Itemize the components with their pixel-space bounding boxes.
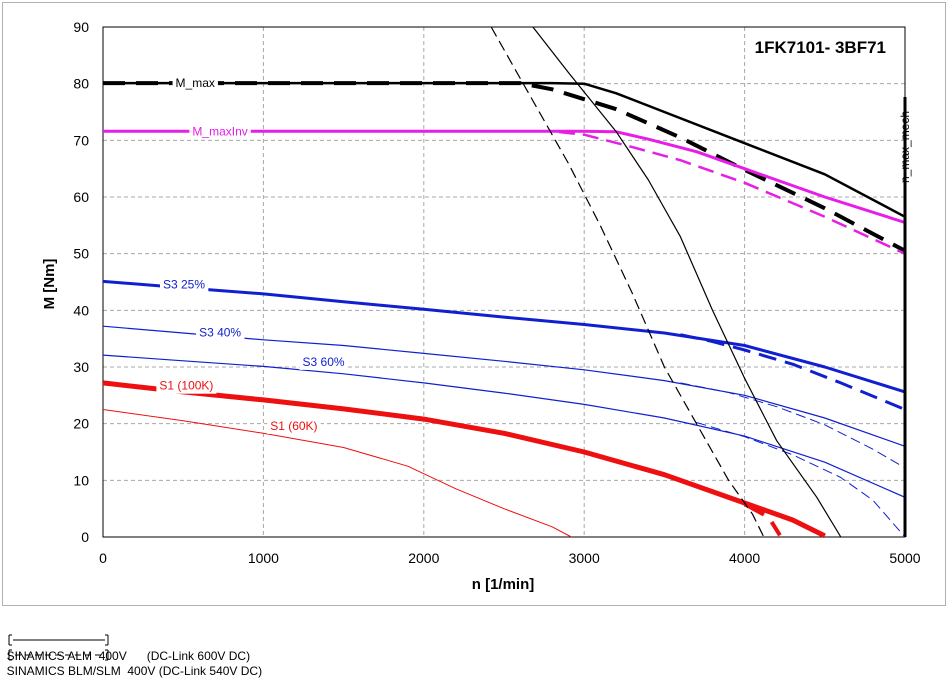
series-line-12 <box>102 409 572 538</box>
series-group <box>102 26 906 539</box>
series-line-7 <box>680 382 906 469</box>
n-max-mech-marker: n_max_mech <box>898 97 912 537</box>
y-tick-label: 0 <box>81 529 89 545</box>
series-line-9 <box>696 422 906 538</box>
series-line-8 <box>102 354 906 498</box>
series-line-5 <box>680 333 906 411</box>
legend-dashed-label: SINAMICS BLM/SLM 400V (DC-Link 540V DC) <box>6 663 263 678</box>
y-tick-label: 90 <box>73 19 89 35</box>
series-line-3 <box>103 130 906 255</box>
plot-border <box>102 26 906 538</box>
y-tick-label: 80 <box>73 76 89 92</box>
curve-label-bg <box>196 324 245 341</box>
y-tick-label: 20 <box>73 416 89 432</box>
curve-label-6: S1 (60K) <box>270 419 317 433</box>
y-tick-labels: 0 10 20 30 40 50 60 70 80 90 <box>73 19 89 545</box>
curve-label-5: S1 (100K) <box>159 379 213 393</box>
y-tick-label: 10 <box>73 472 89 488</box>
series-line-10 <box>102 380 826 539</box>
curve-label-2: S3 25% <box>163 277 205 291</box>
x-tick-label: 0 <box>99 550 107 566</box>
series-line-1 <box>103 81 906 253</box>
curve-labels: M_max M_maxInv S3 25% S3 40% S3 60% S1 (100K)… <box>156 75 348 434</box>
y-axis-title: M [Nm] <box>41 259 58 310</box>
x-tick-label: 2000 <box>408 550 439 566</box>
curve-label-4: S3 60% <box>303 355 345 369</box>
y-tick-label: 60 <box>73 189 89 205</box>
legend-solid-swatch <box>7 634 111 646</box>
chart-title: 1FK7101- 3BF71 <box>755 38 886 57</box>
legend-dashed-swatch <box>7 649 111 661</box>
curve-label-0: M_max <box>176 76 215 90</box>
curve-label-bg <box>299 353 348 370</box>
y-tick-label: 70 <box>73 132 89 148</box>
legend-dashed-row: SINAMICS BLM/SLM 400V (DC-Link 540V DC) <box>0 630 262 678</box>
x-axis-title: n [1/min] <box>472 576 535 593</box>
y-tick-label: 40 <box>73 302 89 318</box>
curve-label-1: M_maxInv <box>192 124 247 138</box>
x-tick-label: 4000 <box>729 550 760 566</box>
y-tick-label: 30 <box>73 359 89 375</box>
curve-label-bg <box>156 377 217 394</box>
series-line-11 <box>743 502 782 537</box>
torque-speed-chart: 0 10 20 30 40 50 60 70 80 90 0 1000 2000 3000 4000 500… <box>41 19 921 593</box>
n-max-mech-label: n_max_mech <box>898 111 912 183</box>
curve-label-3: S3 40% <box>199 325 241 339</box>
x-tick-label: 1000 <box>248 550 279 566</box>
chart-frame <box>2 2 946 606</box>
grid-lines <box>103 27 905 537</box>
series-line-14 <box>490 26 765 538</box>
legend-solid-row: SINAMICS ALM 400V (DC-Link 600V DC) <box>0 615 250 663</box>
series-line-13 <box>532 26 842 538</box>
x-tick-labels: 0 1000 2000 3000 4000 5000 <box>99 550 921 566</box>
x-tick-label: 5000 <box>889 550 920 566</box>
curve-label-bg <box>189 123 251 140</box>
curve-label-bg <box>267 417 321 434</box>
series-line-2 <box>103 129 906 224</box>
x-tick-label: 3000 <box>569 550 600 566</box>
series-line-4 <box>102 279 906 394</box>
curve-label-bg <box>172 75 218 92</box>
curve-label-bg <box>159 276 209 293</box>
plot-area-border <box>102 26 906 538</box>
y-tick-label: 50 <box>73 246 89 262</box>
series-line-6 <box>102 325 906 447</box>
